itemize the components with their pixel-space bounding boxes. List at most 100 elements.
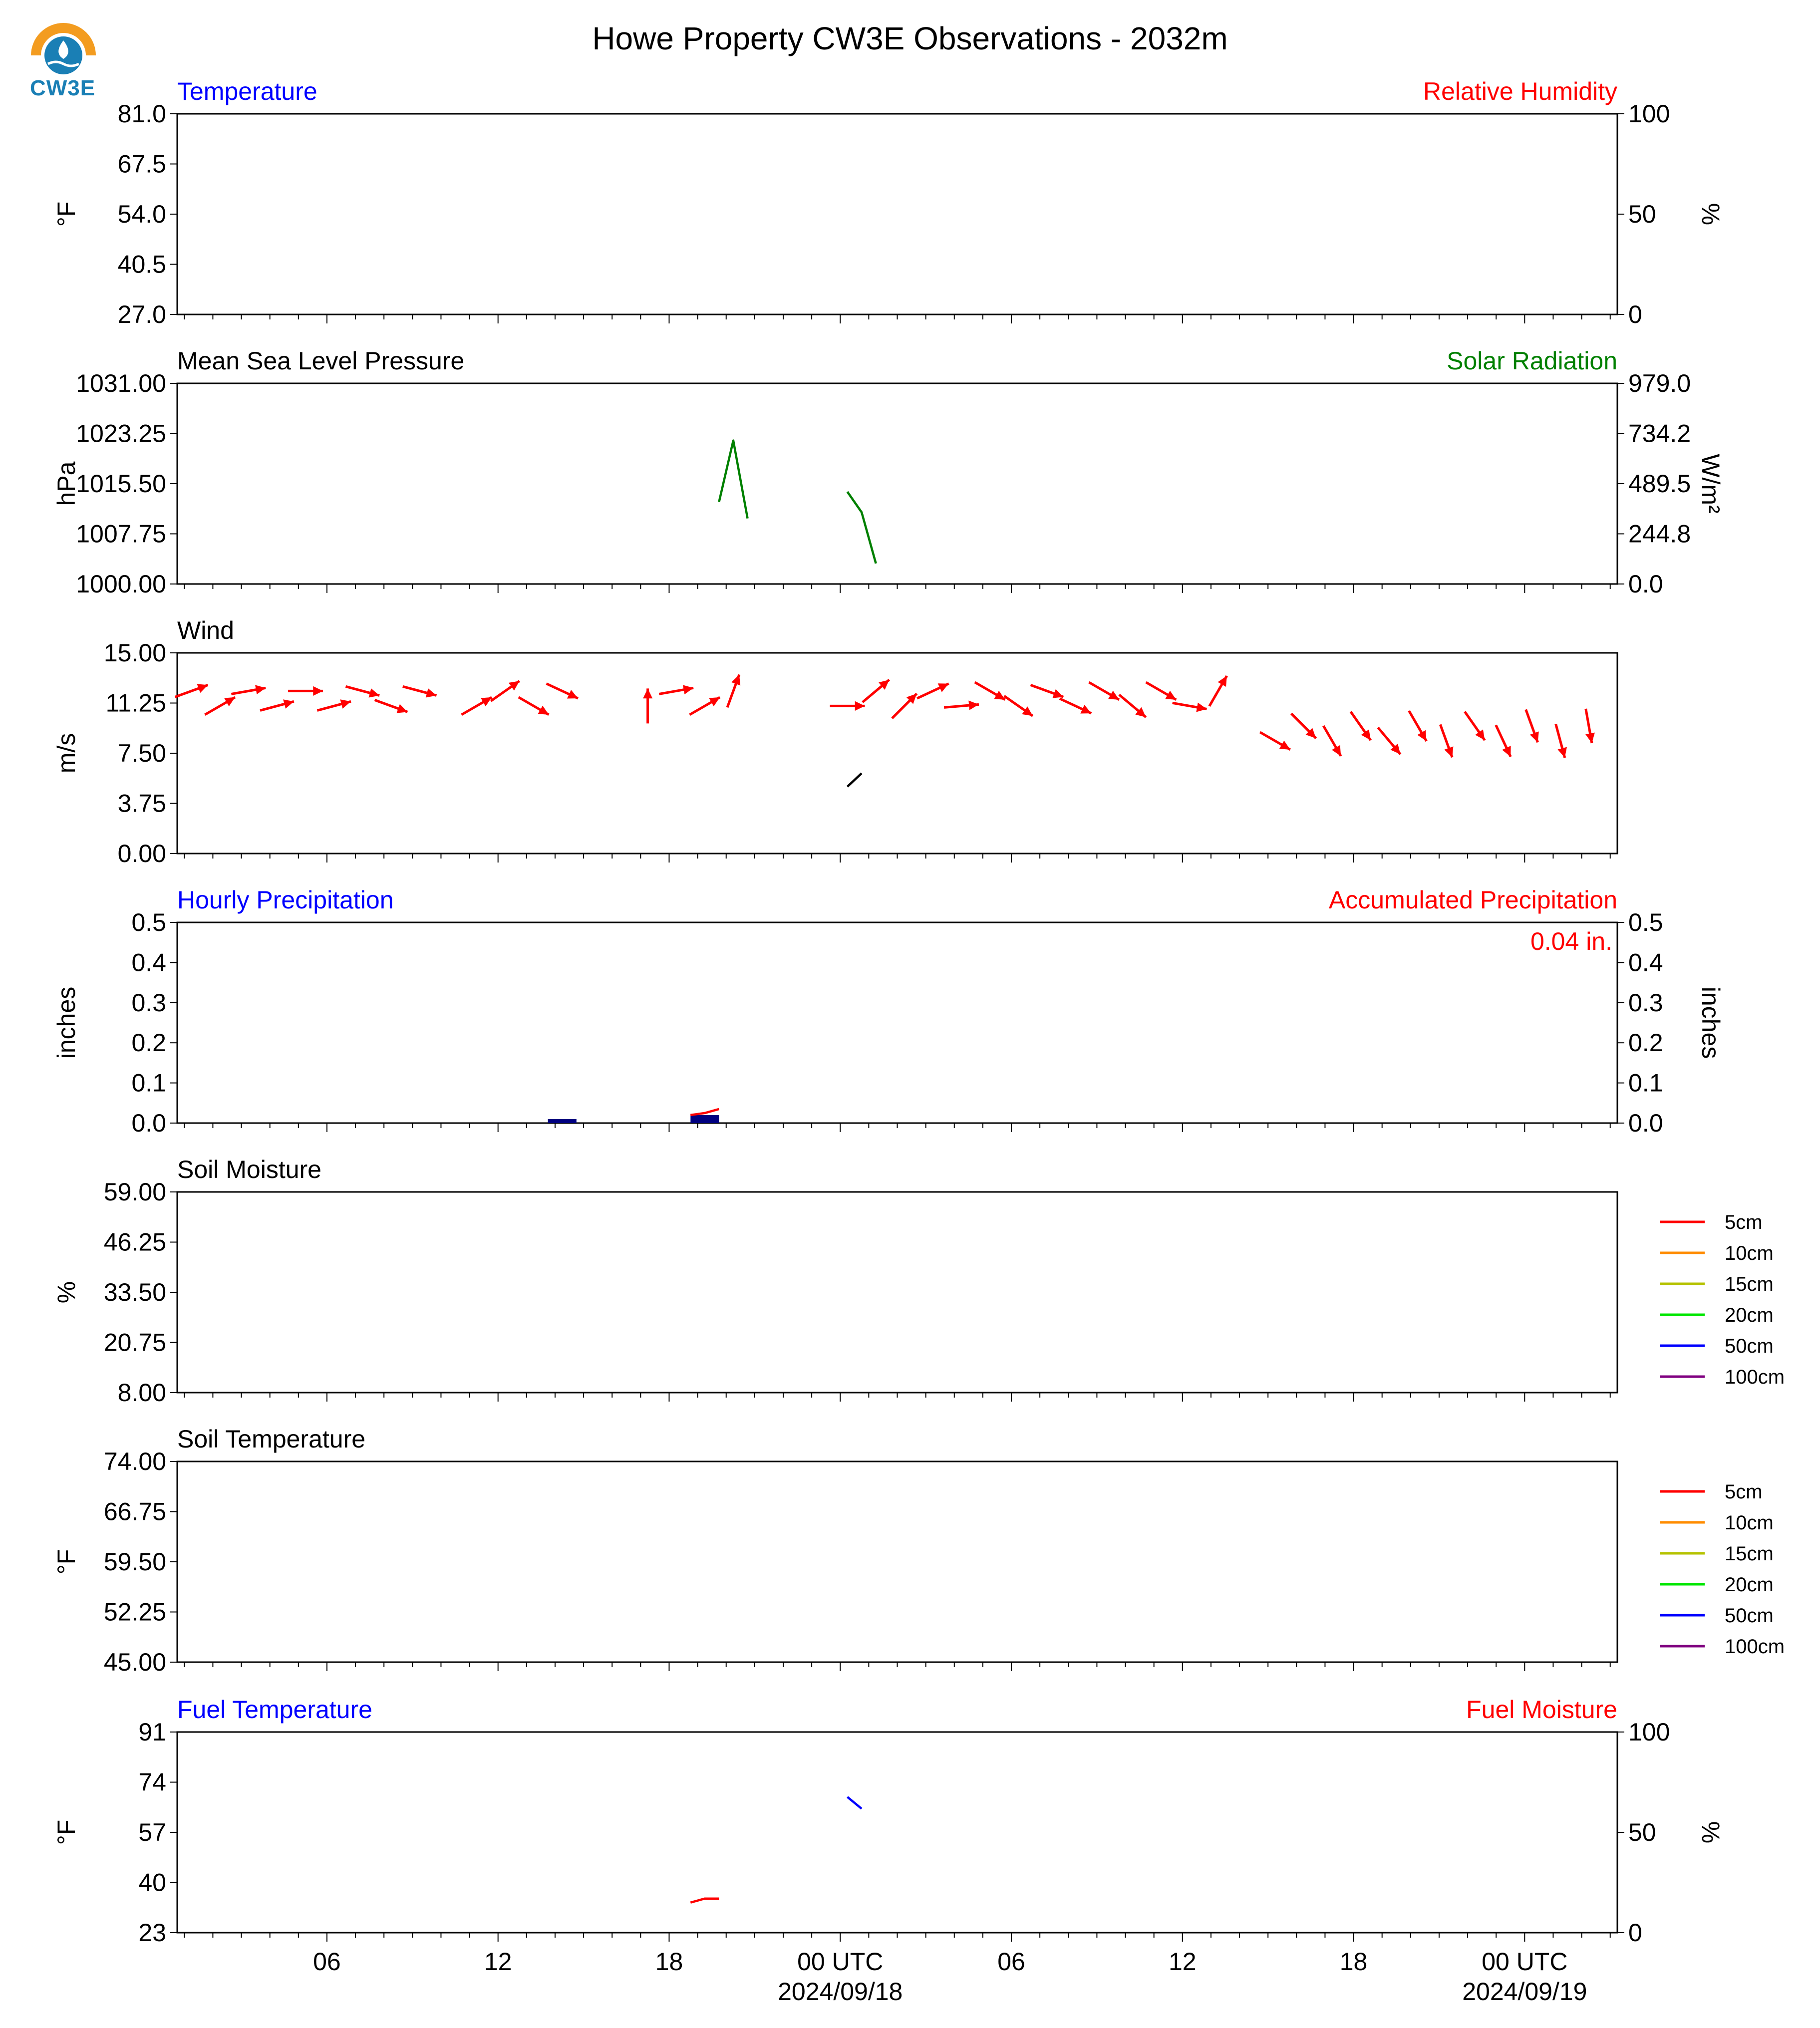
y-tick-label-left: 0.00 [118, 840, 166, 868]
wind-arrow [174, 684, 209, 698]
y-tick-label-left: 20.75 [104, 1329, 166, 1357]
y-axis-label-right: % [1697, 203, 1725, 225]
y-tick-label-right: 489.5 [1628, 470, 1691, 498]
y-tick-label-right: 0.2 [1628, 1029, 1663, 1057]
wind-arrow-head [1135, 707, 1146, 717]
series-line-accumulated-precipitation [690, 1109, 1617, 1115]
y-tick-label-left: 66.75 [104, 1498, 166, 1526]
legend-label: 5cm [1725, 1481, 1763, 1503]
wind-arrow [316, 699, 351, 712]
y-axis-label-left: °F [52, 1820, 80, 1845]
y-tick-label-left: 74 [138, 1768, 166, 1796]
wind-arrow-head [709, 697, 720, 707]
y-axis-label-left: °F [52, 1549, 80, 1575]
wind-arrow-head [1332, 745, 1341, 756]
y-tick-label-right: 0.3 [1628, 989, 1663, 1017]
wind-arrow-head [1217, 676, 1227, 687]
wind-arrow [1118, 693, 1147, 718]
precip-bar [548, 1119, 577, 1123]
y-tick-label-left: 91 [138, 1718, 166, 1746]
legend-label: 15cm [1725, 1543, 1774, 1565]
y-tick-label-left: 0.2 [131, 1029, 166, 1057]
y-axis-label-right: W/m² [1697, 454, 1725, 513]
soil-temperature-legend: 5cm 10cm 15cm 20cm 50cm 100cm [1660, 1481, 1785, 1658]
y-tick-label-left: 40 [138, 1869, 166, 1897]
y-tick-label-right: 0 [1628, 300, 1642, 328]
wind-arrow [1172, 701, 1207, 712]
plot-frame [176, 1191, 1618, 1394]
y-tick-label-right: 0.0 [1628, 1109, 1663, 1137]
panel-title-right: Accumulated Precipitation [1329, 886, 1617, 914]
series-line-solar-radiation [719, 441, 1617, 584]
y-tick-label-left: 27.0 [118, 300, 166, 328]
page-title: Howe Property CW3E Observations - 2032m [592, 20, 1228, 56]
y-axis-label-left: hPa [52, 461, 80, 506]
wind-arrow-head [683, 685, 694, 695]
legend-label: 10cm [1725, 1242, 1774, 1264]
panel-title-left: Soil Temperature [177, 1425, 365, 1453]
panel-title-left: Mean Sea Level Pressure [177, 347, 464, 375]
y-tick-label-right: 100 [1628, 100, 1670, 128]
y-tick-label-left: 46.25 [104, 1228, 166, 1256]
precip-total-annotation: 0.04 in. [1530, 927, 1612, 955]
wind-arrow-head [1196, 702, 1207, 712]
wind-arrow [862, 678, 891, 703]
y-axis-label-left: m/s [52, 733, 80, 774]
legend-label: 50cm [1725, 1335, 1774, 1357]
wind-arrow-head [1080, 705, 1092, 714]
wind-arrow-head [879, 679, 890, 690]
panel-2: 15.00 11.25 7.50 3.75 0.00 Wind m/s [52, 616, 1617, 868]
x-date-label: 2024/09/19 [1462, 1978, 1587, 2006]
wind-arrow-head [313, 686, 323, 696]
wind-arrow-head [1390, 743, 1401, 755]
y-tick-label-left: 15.00 [104, 639, 166, 667]
y-tick-label-right: 734.2 [1628, 420, 1691, 448]
wind-arrow [231, 685, 266, 695]
wind-arrow [1030, 684, 1064, 698]
legend-label: 10cm [1725, 1512, 1774, 1534]
wind-arrow [1349, 711, 1372, 741]
x-tick-label: 18 [655, 1948, 683, 1976]
y-tick-label-left: 74.00 [104, 1448, 166, 1475]
wind-arrow [1439, 724, 1454, 758]
y-axis-label-left: °F [52, 202, 80, 227]
wind-arrow [1377, 726, 1402, 755]
plot-frame [176, 1460, 1618, 1663]
wind-arrow-head [481, 697, 492, 707]
wind-arrow [1524, 709, 1539, 743]
plot-frame [176, 652, 1618, 855]
y-tick-label-right: 50 [1628, 1818, 1656, 1846]
y-tick-label-left: 7.50 [118, 739, 166, 767]
wind-arrow-head [1279, 740, 1290, 750]
wind-arrow [1208, 675, 1228, 707]
wind-arrow [345, 685, 380, 698]
y-tick-label-right: 50 [1628, 200, 1656, 228]
y-tick-label-left: 1023.25 [76, 420, 166, 448]
wind-arrow [974, 681, 1006, 701]
panel-4: 59.00 46.25 33.50 20.75 8.00 Soil Moisture% [52, 1156, 1618, 1407]
wind-arrow-head [1165, 690, 1177, 700]
plot-frame [176, 113, 1618, 315]
cw3e-logo [31, 23, 96, 74]
y-tick-label-left: 3.75 [118, 790, 166, 818]
y-tick-label-right: 244.8 [1628, 520, 1691, 548]
y-tick-label-right: 0.4 [1628, 948, 1663, 976]
wind-arrow [461, 696, 493, 716]
wind-arrow-head [1361, 729, 1371, 741]
series-line-wind-speed [848, 773, 1618, 800]
x-tick-label: 06 [997, 1948, 1025, 1976]
plot-frame [176, 382, 1618, 585]
y-axis-label-left: inches [52, 987, 80, 1059]
precip-bar [690, 1115, 719, 1123]
panel-title-right: Solar Radiation [1447, 347, 1617, 375]
wind-arrow [1554, 723, 1567, 758]
y-axis-label-right: % [1697, 1821, 1725, 1843]
wind-arrow [1464, 711, 1486, 741]
wind-arrow [204, 696, 236, 716]
wind-arrow-head [508, 681, 520, 691]
wind-arrow [402, 685, 437, 698]
wind-arrow-head [197, 684, 208, 693]
wind-arrow [374, 699, 408, 713]
wind-arrow [1088, 681, 1120, 701]
x-tick-label: 18 [1340, 1948, 1368, 1976]
